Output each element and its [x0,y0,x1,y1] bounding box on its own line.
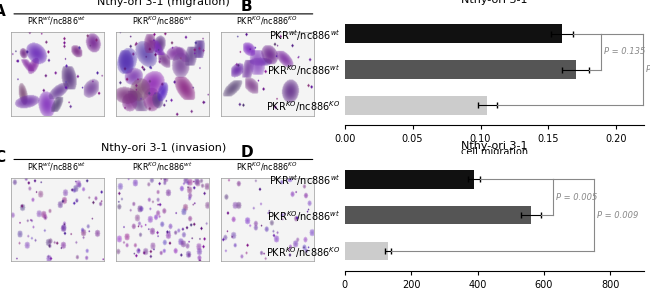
Text: PKR$^{KO}$/nc886$^{wt}$: PKR$^{KO}$/nc886$^{wt}$ [131,15,192,27]
Text: D: D [240,145,253,160]
Text: P = 0.009: P = 0.009 [597,211,639,220]
Bar [344,24,562,43]
Text: Nthy-ori 3-1 (invasion): Nthy-ori 3-1 (invasion) [101,143,226,153]
Text: P = 0.135: P = 0.135 [604,47,645,56]
Bar [344,206,530,224]
Title: Nthy-ori 3-1: Nthy-ori 3-1 [461,141,527,151]
Text: P = 0.005: P = 0.005 [556,193,597,202]
Text: PKR$^{wt}$/nc886$^{wt}$: PKR$^{wt}$/nc886$^{wt}$ [27,161,86,173]
Bar [344,242,388,260]
Text: Nthy-ori 3-1 (migration): Nthy-ori 3-1 (migration) [97,0,229,7]
Text: B: B [240,0,252,14]
Text: PKR$^{KO}$/nc886$^{KO}$: PKR$^{KO}$/nc886$^{KO}$ [236,15,298,27]
Text: C: C [0,149,5,164]
Text: PKR$^{wt}$/nc886$^{wt}$: PKR$^{wt}$/nc886$^{wt}$ [27,15,86,27]
Title: Nthy-ori 3-1: Nthy-ori 3-1 [461,0,527,5]
Bar [344,60,576,79]
Text: P = 0.021: P = 0.021 [646,65,650,74]
Text: PKR$^{KO}$/nc886$^{KO}$: PKR$^{KO}$/nc886$^{KO}$ [236,161,298,173]
Bar [344,170,474,189]
Bar [344,96,488,115]
Text: PKR$^{KO}$/nc886$^{wt}$: PKR$^{KO}$/nc886$^{wt}$ [131,161,192,173]
Text: A: A [0,4,6,19]
X-axis label: cell migration
(OD 564 nm): cell migration (OD 564 nm) [461,147,528,168]
